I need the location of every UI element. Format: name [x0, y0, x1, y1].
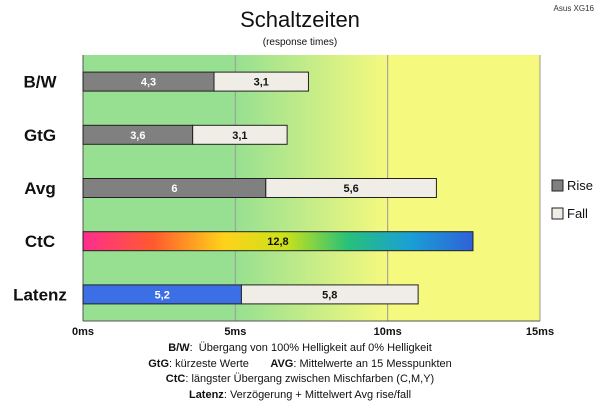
note-text: Mittelwerte an 15 Messpunkten: [299, 357, 452, 370]
bar-rise-value-label: 4,3: [141, 77, 156, 89]
legend-label: Fall: [567, 206, 588, 221]
note-latenz: Latenz: Verzögerung + Mittelwert Avg ris…: [188, 388, 412, 401]
bar-rise-value-label: 5,2: [155, 289, 170, 301]
chart-title: Schaltzeiten: [240, 7, 360, 32]
bar-rise-value-label: 3,6: [130, 130, 145, 142]
x-tick-label: 0ms: [72, 326, 94, 338]
category-label: Avg: [24, 179, 56, 198]
note-gtg-avg: GtG: kürzeste Werte AVG: Mittelwerte an …: [148, 357, 452, 370]
note-text: kürzeste Werte: [175, 357, 249, 370]
category-label: GtG: [24, 126, 56, 145]
bar-fall: [265, 178, 437, 198]
note-text: Übergang von 100% Helligkeit auf 0% Hell…: [198, 342, 432, 354]
note-label: GtG: [148, 357, 170, 370]
chart-subtitle: (response times): [263, 37, 337, 48]
note-text: Verzögerung + Mittelwert Avg rise/fall: [229, 388, 412, 401]
category-labels: B/W GtG Avg CtC Latenz: [13, 73, 67, 305]
category-label: CtC: [25, 232, 55, 251]
note-label: Latenz: [188, 388, 224, 401]
legend: Rise Fall: [551, 178, 593, 221]
category-label: B/W: [23, 73, 57, 92]
bar-fall-value-label: 5,8: [322, 289, 337, 301]
bar-fall-value-label: 3,1: [232, 130, 247, 142]
note-label: CtC: [165, 373, 186, 385]
bar-fall: [240, 284, 419, 305]
x-tick-label: 15ms: [526, 326, 554, 338]
bar-fall-value-label: 3,1: [254, 77, 269, 89]
brand-label: Asus XG16: [554, 4, 595, 13]
x-tick-label: 5ms: [224, 326, 246, 338]
bar-rise-value-label: 6: [171, 183, 177, 195]
x-axis-ticks: 0ms 5ms 10ms 15ms: [72, 326, 554, 338]
bar-rise: [82, 231, 474, 252]
x-tick-label: 10ms: [374, 326, 402, 338]
note-label: AVG: [270, 357, 294, 370]
explanatory-notes: B/W: Übergang von 100% Helligkeit auf 0%…: [0, 341, 600, 403]
note-text: längster Übergang zwischen Mischfarben (…: [191, 373, 435, 385]
legend-label: Rise: [567, 178, 593, 193]
legend-swatch: [551, 207, 564, 220]
bar-rise-value-label: 12,8: [267, 236, 288, 248]
bar-fall: [192, 124, 288, 145]
legend-swatch: [551, 179, 564, 192]
note-ctc: CtC: längster Übergang zwischen Mischfar…: [165, 373, 435, 385]
category-label: Latenz: [13, 285, 67, 304]
bar-fall: [213, 71, 309, 92]
note-bw: B/W: Übergang von 100% Helligkeit auf 0%…: [168, 342, 432, 354]
note-label: B/W: [168, 342, 190, 354]
bar-fall-value-label: 5,6: [343, 183, 358, 195]
bars: 4,3 3,1 3,6 3,1 6 5,6 12,8 5,2 5,8: [82, 71, 474, 305]
